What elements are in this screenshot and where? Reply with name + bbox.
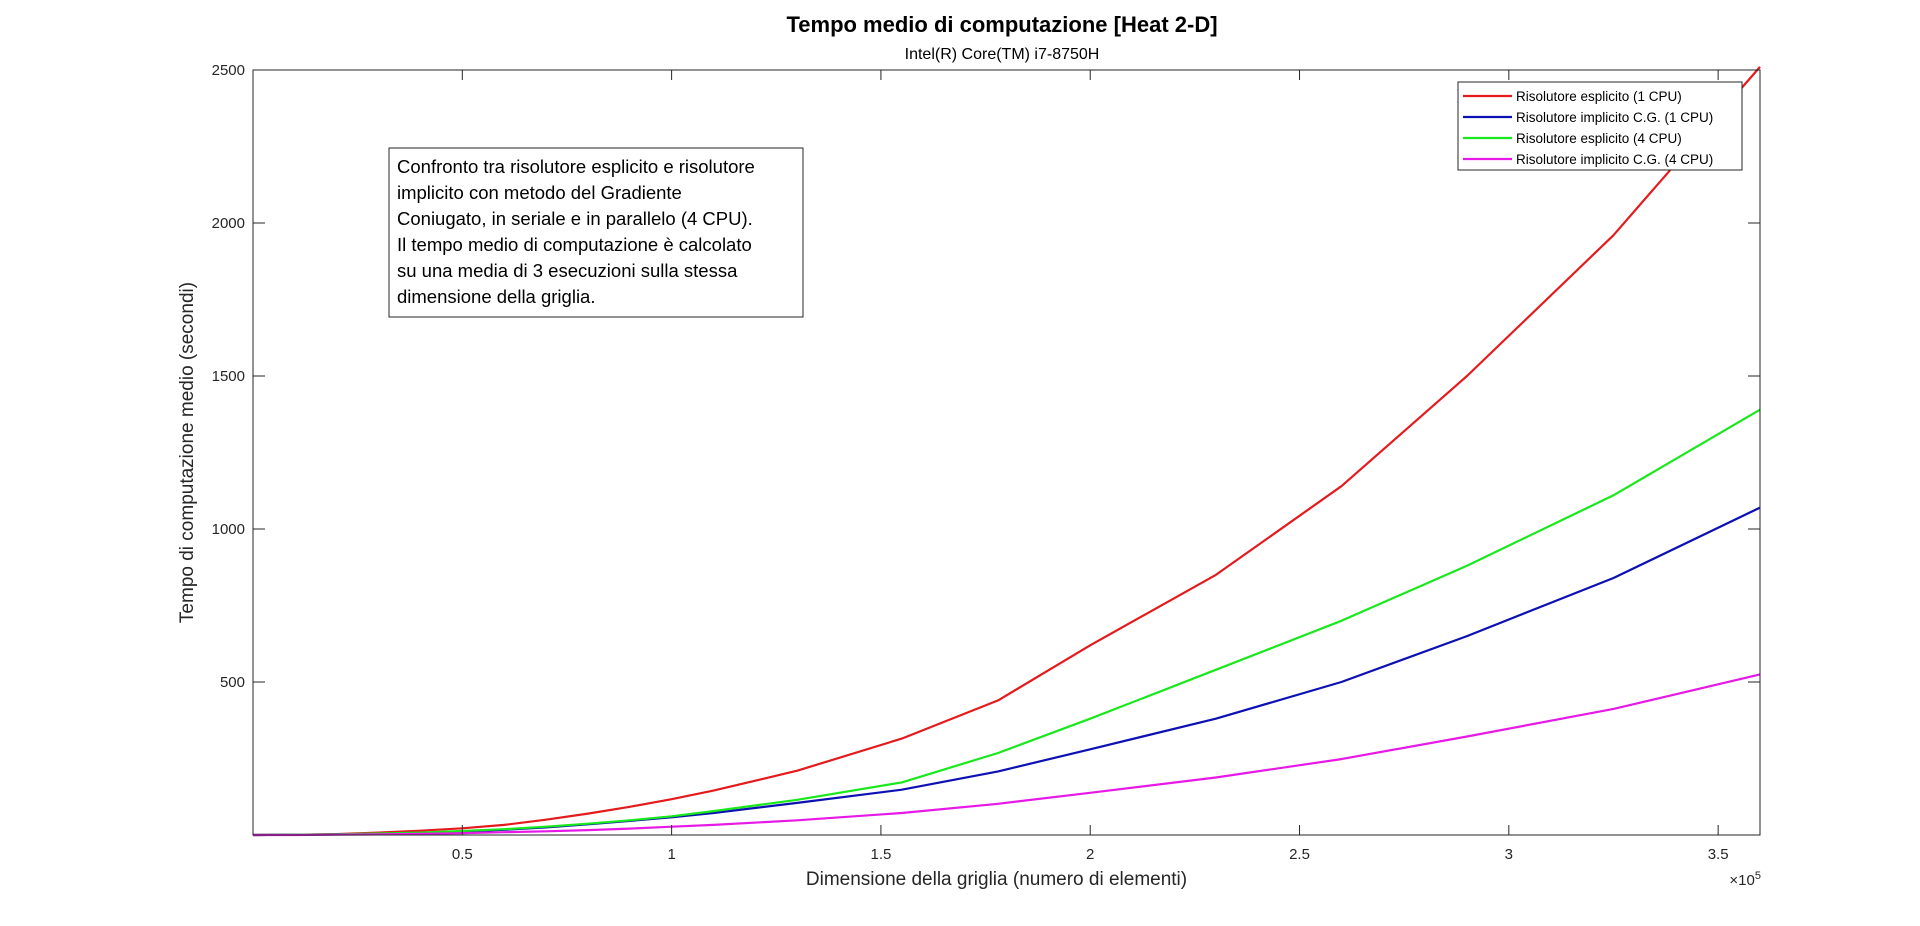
legend-entry: Risolutore esplicito (4 CPU) [1516, 131, 1682, 146]
annotation-box: Confronto tra risolutore esplicito e ris… [388, 147, 804, 318]
plot-area-frame [252, 69, 1761, 836]
series-line-1 [252, 66, 1761, 837]
x-axis-exponent-power: 5 [1755, 870, 1761, 882]
x-tick-label: 1.5 [870, 846, 891, 863]
annotation-line: implicito con metodo del Gradiente [397, 182, 682, 203]
x-tick-label: 1 [667, 846, 675, 863]
x-axis-exponent-base: ×10 [1729, 872, 1754, 889]
chart-title: Tempo medio di computazione [Heat 2-D] [786, 12, 1217, 37]
x-tick-label: 2.5 [1289, 846, 1310, 863]
y-axis-label: Tempo di computazione medio (secondi) [177, 282, 198, 623]
series-layer [252, 66, 1761, 837]
x-tick-label: 3.5 [1708, 846, 1729, 863]
y-tick-label: 1000 [212, 521, 245, 538]
chart-subtitle: Intel(R) Core(TM) i7-8750H [905, 46, 1100, 63]
legend: Risolutore esplicito (1 CPU) Risolutore … [1457, 81, 1743, 171]
annotation-line: su una media di 3 esecuzioni sulla stess… [397, 260, 738, 281]
y-tick-label: 500 [220, 674, 245, 691]
legend-entry: Risolutore implicito C.G. (1 CPU) [1516, 110, 1713, 125]
legend-entry: Risolutore esplicito (1 CPU) [1516, 89, 1682, 104]
x-axis-exponent: ×105 [1729, 870, 1761, 889]
series-line-3 [252, 408, 1761, 837]
annotation-line: Coniugato, in seriale e in parallelo (4 … [397, 208, 753, 229]
axes-layer: 0.5 1 1.5 2 2.5 3 3.5 500 1000 1500 2000 2500 [212, 62, 1760, 863]
x-tick-label: 2 [1086, 846, 1094, 863]
annotation-line: Il tempo medio di computazione è calcola… [397, 234, 752, 255]
legend-entry: Risolutore implicito C.G. (4 CPU) [1516, 152, 1713, 167]
series-line-2 [252, 506, 1761, 837]
y-tick-label: 2000 [212, 215, 245, 232]
x-tick-label: 0.5 [452, 846, 473, 863]
y-tick-label: 2500 [212, 62, 245, 79]
annotation-line: dimensione della griglia. [397, 286, 595, 307]
annotation-line: Confronto tra risolutore esplicito e ris… [397, 156, 755, 177]
x-axis-label: Dimensione della griglia (numero di elem… [806, 869, 1187, 890]
y-tick-label: 1500 [212, 368, 245, 385]
x-tick-label: 3 [1505, 846, 1513, 863]
series-line-4 [253, 673, 1761, 837]
